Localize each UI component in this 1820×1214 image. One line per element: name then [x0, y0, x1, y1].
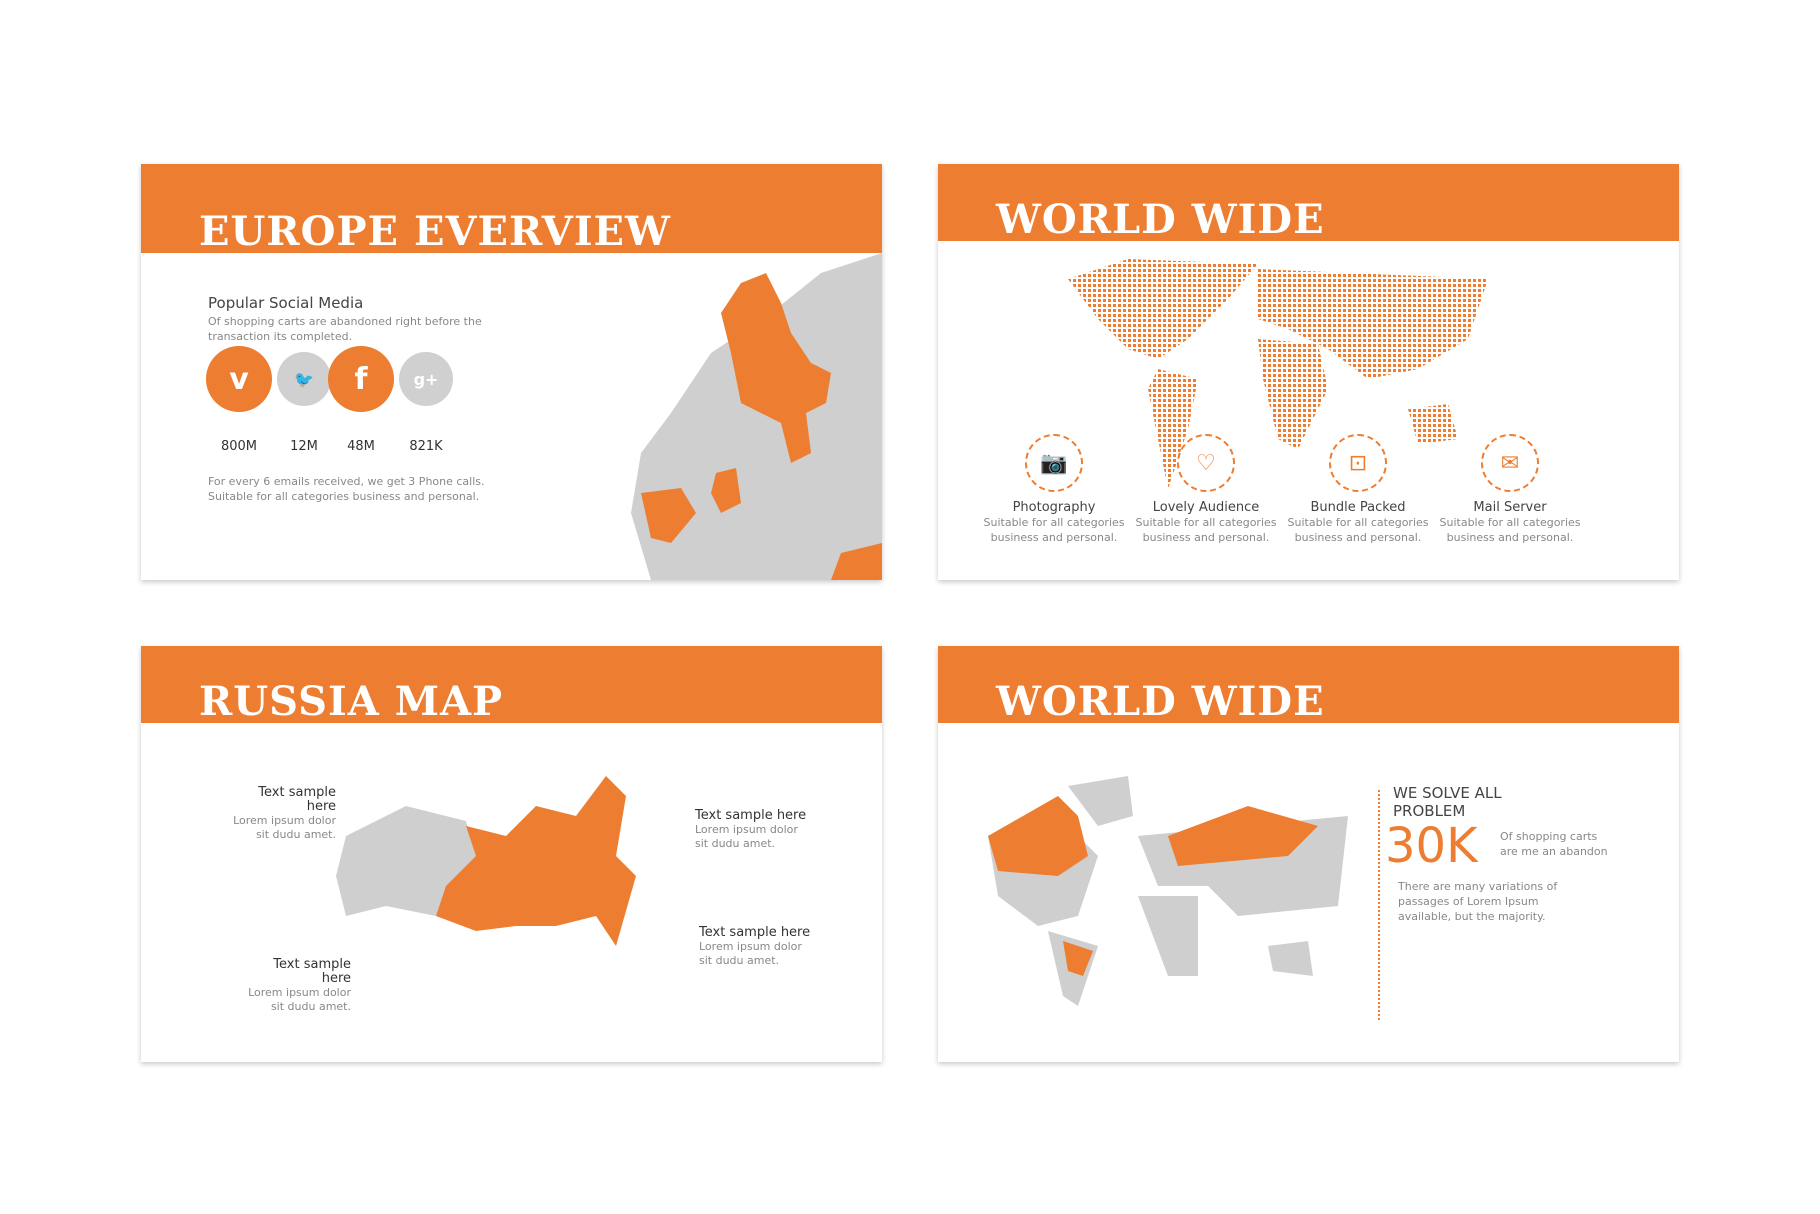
feature-item: ⊡ Bundle Packed Suitable for all categorie…	[1283, 434, 1433, 545]
slide-banner: RUSSIA MAP	[141, 646, 882, 725]
twitter-icon[interactable]: 🐦	[277, 352, 331, 406]
russia-label-4: Text sample here Lorem ipsum dolor sit dud…	[699, 925, 811, 968]
dotted-world-map	[1068, 259, 1488, 489]
stats-heading: WE SOLVE ALL PROBLEM	[1393, 784, 1502, 820]
slide-europe-overview: EUROPE EVERVIEW Popular Social Media Of …	[141, 164, 882, 580]
slide-russia-map: RUSSIA MAP Text sample here Lorem ipsum d…	[141, 646, 882, 1062]
stats-body: There are many variations of passages of…	[1398, 880, 1558, 923]
feature-item: 📷 Photography Suitable for all categories …	[979, 434, 1129, 545]
social-count: 800M	[220, 439, 258, 454]
slide-banner: EUROPE EVERVIEW	[141, 164, 882, 255]
social-count: 12M	[290, 439, 318, 454]
russia-label-3: Text sample here Lorem ipsum dolor sit dud…	[248, 957, 351, 1014]
feature-desc: Suitable for all categories business and…	[983, 516, 1125, 544]
slide-banner: WORLD WIDE	[938, 646, 1679, 725]
footer-line-2: Suitable for all categories business and…	[208, 490, 480, 503]
stat-value: 30K	[1385, 818, 1478, 874]
footer-line-1: For every 6 emails received, we get 3 Ph…	[208, 475, 485, 488]
feature-name: Bundle Packed	[1310, 500, 1406, 515]
vimeo-icon[interactable]: v	[206, 346, 272, 412]
russia-label-2: Text sample here Lorem ipsum dolor sit dud…	[695, 808, 807, 851]
mail-icon: ✉	[1481, 434, 1539, 492]
google-plus-icon[interactable]: g+	[399, 352, 453, 406]
social-count: 48M	[347, 439, 375, 454]
world-map	[988, 776, 1348, 1006]
europe-map	[631, 253, 882, 580]
slide-world-wide-features: WORLD WIDE 📷 Photography Suitable for all …	[938, 164, 1679, 580]
heart-icon: ♡	[1177, 434, 1235, 492]
russia-label-1: Text sample here Lorem ipsum dolor sit dud…	[233, 785, 336, 842]
facebook-icon[interactable]: f	[328, 346, 394, 412]
social-count: 821K	[409, 439, 443, 454]
inbox-icon: ⊡	[1329, 434, 1387, 492]
feature-item: ♡ Lovely Audience Suitable for all categor…	[1131, 434, 1281, 545]
feature-name: Mail Server	[1473, 500, 1547, 515]
timeline-line	[1378, 790, 1380, 1020]
feature-name: Photography	[1012, 500, 1096, 515]
slide-title: EUROPE EVERVIEW	[199, 208, 671, 255]
feature-desc: Suitable for all categories business and…	[1439, 516, 1581, 544]
social-heading: Popular Social Media	[208, 294, 364, 312]
feature-name: Lovely Audience	[1152, 500, 1260, 515]
slide-title: WORLD WIDE	[996, 196, 1325, 243]
slide-title: WORLD WIDE	[996, 678, 1325, 725]
camera-icon: 📷	[1025, 434, 1083, 492]
slide-title: RUSSIA MAP	[199, 678, 504, 725]
russia-map	[336, 776, 636, 946]
feature-desc: Suitable for all categories business and…	[1135, 516, 1277, 544]
feature-item: ✉ Mail Server Suitable for all categories …	[1435, 434, 1585, 545]
stat-note: Of shopping carts are me an abandon	[1500, 830, 1608, 858]
feature-desc: Suitable for all categories business and…	[1287, 516, 1429, 544]
social-subtitle: Of shopping carts are abandoned right be…	[208, 315, 482, 343]
slide-world-wide-stats: WORLD WIDE WE SOLVE ALL PROBLEM 30K Of s…	[938, 646, 1679, 1062]
slide-banner: WORLD WIDE	[938, 164, 1679, 243]
